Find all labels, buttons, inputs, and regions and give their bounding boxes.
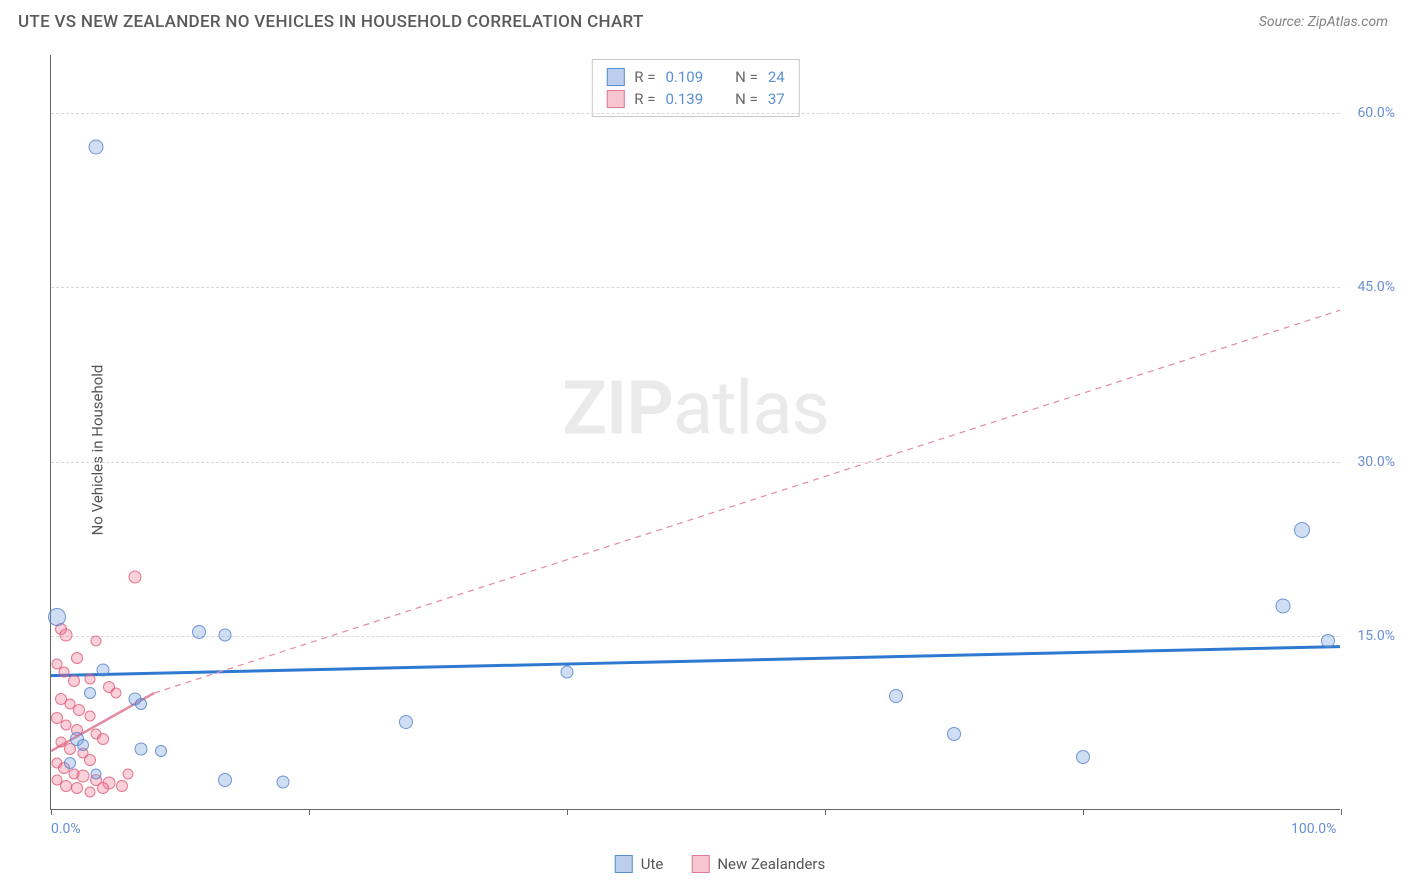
gridline [51,636,1340,637]
legend-series-label: New Zealanders [717,855,825,873]
y-tick-label: 30.0% [1357,454,1395,470]
data-point [192,625,206,639]
data-point [48,608,66,626]
data-point [58,666,69,677]
data-point [277,776,290,789]
legend-series-item: New Zealanders [691,855,825,873]
data-point [128,570,141,583]
data-point [135,698,147,710]
chart-header: UTE VS NEW ZEALANDER NO VEHICLES IN HOUS… [0,0,1406,40]
legend-r-label: R = [634,68,655,86]
x-tick-label: 0.0% [51,821,81,837]
data-point [1294,522,1310,538]
trend-lines [51,55,1340,809]
data-point [123,769,134,780]
data-point [399,715,413,729]
legend-n-value: 24 [768,68,785,86]
data-point [155,745,167,757]
data-point [219,628,232,641]
gridline [51,113,1340,114]
x-tick [567,809,568,815]
data-point [97,782,109,794]
data-point [60,628,73,641]
watermark-atlas: atlas [673,366,829,453]
data-point [91,769,102,780]
x-tick [825,809,826,815]
y-tick-label: 60.0% [1357,105,1395,121]
data-point [135,742,148,755]
y-tick-label: 45.0% [1357,279,1395,295]
x-tick [51,809,52,815]
stats-legend: R = 0.109 N = 24 R = 0.139 N = 37 [591,59,799,117]
legend-series-label: Ute [641,855,664,873]
legend-series-item: Ute [615,855,664,873]
gridline [51,287,1340,288]
data-point [116,780,128,792]
data-point [84,786,95,797]
data-point [84,754,96,766]
data-point [947,727,961,741]
data-point [110,687,121,698]
legend-swatch [615,855,633,873]
chart-title: UTE VS NEW ZEALANDER NO VEHICLES IN HOUS… [18,12,644,32]
legend-n-label: N = [735,68,758,86]
legend-n-label: N = [735,90,758,108]
watermark: ZIPatlas [562,366,828,453]
legend-swatch [606,90,624,108]
data-point [1275,598,1290,613]
data-point [889,689,903,703]
data-point [77,770,90,783]
data-point [64,757,76,769]
data-point [77,739,89,751]
legend-r-value: 0.109 [665,68,703,86]
data-point [91,635,102,646]
data-point [71,652,83,664]
gridline [51,462,1340,463]
x-tick-label: 100.0% [1291,821,1336,837]
legend-swatch [606,68,624,86]
legend-stats-row: R = 0.139 N = 37 [606,88,784,110]
data-point [96,663,109,676]
data-point [71,782,83,794]
source-attribution: Source: ZipAtlas.com [1259,14,1388,30]
legend-r-value: 0.139 [665,90,703,108]
chart-container: No Vehicles in Household ZIPatlas R =0.1… [50,55,1390,845]
series-legend: Ute New Zealanders [615,855,826,873]
plot-area: ZIPatlas R =0.109N =24R =0.139N =37 15.0… [50,55,1340,810]
trend-line [51,647,1340,676]
x-tick [1083,809,1084,815]
data-point [84,687,96,699]
x-tick [1341,809,1342,815]
data-point [1321,634,1335,648]
x-tick [309,809,310,815]
data-point [84,711,95,722]
data-point [97,733,109,745]
data-point [1076,750,1090,764]
data-point [561,665,574,678]
data-point [89,139,104,154]
watermark-zip: ZIP [562,366,673,453]
legend-n-value: 37 [768,90,785,108]
y-tick-label: 15.0% [1357,628,1395,644]
data-point [68,675,80,687]
data-point [84,673,95,684]
legend-swatch [691,855,709,873]
legend-r-label: R = [634,90,655,108]
legend-stats-row: R = 0.109 N = 24 [606,66,784,88]
data-point [218,773,232,787]
